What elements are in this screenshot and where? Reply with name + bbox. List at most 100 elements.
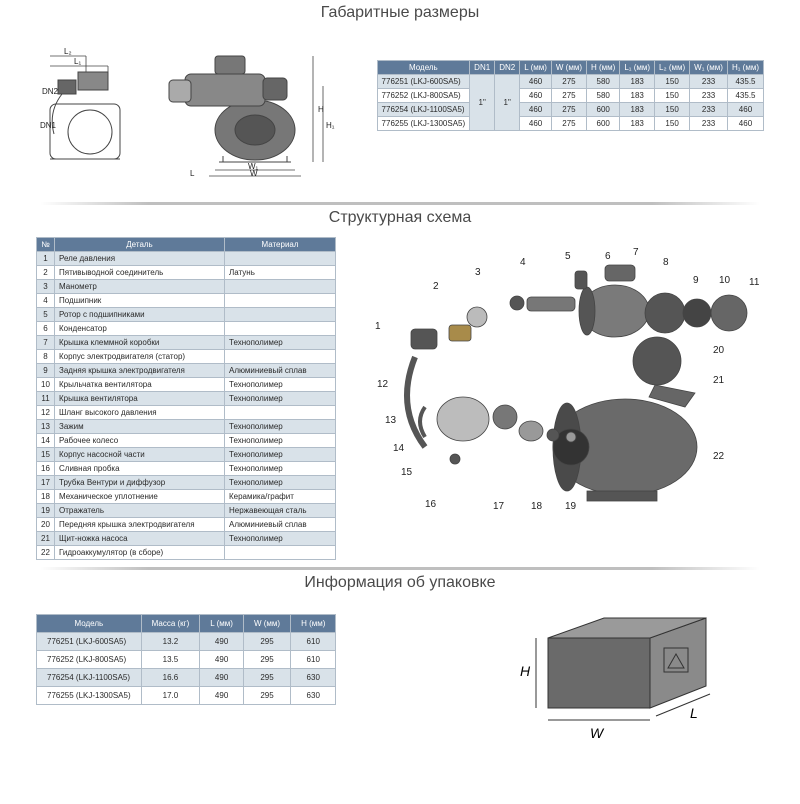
dimensions-table: МодельDN1DN2L (мм)W (мм)H (мм)L₁ (мм)L₂ … <box>377 60 764 131</box>
table-cell: 490 <box>200 651 244 669</box>
table-cell: 460 <box>727 117 763 131</box>
table-cell: 490 <box>200 669 244 687</box>
table-cell: 13.2 <box>141 633 200 651</box>
table-row: 20Передняя крышка электродвигателяАлюмин… <box>37 518 336 532</box>
table-cell: 13 <box>37 420 55 434</box>
table-cell: Керамика/графит <box>225 490 336 504</box>
table-cell: 2 <box>37 266 55 280</box>
table-cell: 233 <box>690 103 728 117</box>
table-cell: 15 <box>37 448 55 462</box>
table-row: 9Задняя крышка электродвигателяАлюминиев… <box>37 364 336 378</box>
table-cell: Механическое уплотнение <box>55 490 225 504</box>
col-header: L (мм) <box>200 615 244 633</box>
divider <box>40 202 760 205</box>
table-cell: Латунь <box>225 266 336 280</box>
callout-number: 5 <box>565 251 571 262</box>
table-cell: Передняя крышка электродвигателя <box>55 518 225 532</box>
table-cell: Ротор с подшипниками <box>55 308 225 322</box>
table-cell: Технополимер <box>225 392 336 406</box>
table-row: 6Конденсатор <box>37 322 336 336</box>
table-cell: 3 <box>37 280 55 294</box>
col-header: Модель <box>37 615 142 633</box>
section-packaging: Информация об упаковке МодельМасса (кг)L… <box>0 574 800 774</box>
table-cell: Технополимер <box>225 434 336 448</box>
table-cell: 11 <box>37 392 55 406</box>
table-cell: Крыльчатка вентилятора <box>55 378 225 392</box>
table-cell: Зажим <box>55 420 225 434</box>
table-cell: Сливная пробка <box>55 462 225 476</box>
section-structure: Структурная схема №ДетальМатериал 1Реле … <box>0 209 800 559</box>
dim-L: L <box>190 169 195 178</box>
table-cell: 6 <box>37 322 55 336</box>
callout-number: 15 <box>401 467 412 478</box>
table-cell: 275 <box>551 89 586 103</box>
table-cell: Щит-ножка насоса <box>55 532 225 546</box>
table-cell: Крышка клеммной коробки <box>55 336 225 350</box>
table-cell <box>225 308 336 322</box>
table-cell: 18 <box>37 490 55 504</box>
table-cell: Рабочее колесо <box>55 434 225 448</box>
table-row: 7Крышка клеммной коробкиТехнополимер <box>37 336 336 350</box>
table-cell <box>225 252 336 266</box>
table-cell: Гидроаккумулятор (в сборе) <box>55 546 225 560</box>
table-cell: 12 <box>37 406 55 420</box>
table-cell: 183 <box>620 75 655 89</box>
table-cell <box>225 294 336 308</box>
table-cell: 435.5 <box>727 89 763 103</box>
table-cell: 600 <box>587 117 620 131</box>
table-cell <box>225 350 336 364</box>
col-header: Материал <box>225 238 336 252</box>
callout-number: 8 <box>663 257 669 268</box>
table-cell: 580 <box>587 75 620 89</box>
table-cell: 1" <box>470 75 495 131</box>
callout-number: 2 <box>433 281 439 292</box>
table-cell <box>225 280 336 294</box>
table-cell: 776252 (LKJ-800SA5) <box>377 89 470 103</box>
col-header: № <box>37 238 55 252</box>
table-cell: Конденсатор <box>55 322 225 336</box>
table-cell: 19 <box>37 504 55 518</box>
table-row: 776251 (LKJ-600SA5)13.2490295610 <box>37 633 336 651</box>
table-cell: 610 <box>291 651 336 669</box>
callout-number: 17 <box>493 501 504 512</box>
table-row: 13ЗажимТехнополимер <box>37 420 336 434</box>
col-header: Деталь <box>55 238 225 252</box>
table-cell: Манометр <box>55 280 225 294</box>
table-row: 776252 (LKJ-800SA5)13.5490295610 <box>37 651 336 669</box>
dim-dn2: DN2 <box>42 87 59 96</box>
table-cell: 233 <box>690 117 728 131</box>
table-cell: 9 <box>37 364 55 378</box>
table-cell: 776255 (LKJ-1300SA5) <box>37 687 142 705</box>
table-cell <box>225 406 336 420</box>
table-cell: 460 <box>727 103 763 117</box>
table-row: 11Крышка вентилятораТехнополимер <box>37 392 336 406</box>
table-cell: 10 <box>37 378 55 392</box>
callout-number: 20 <box>713 345 724 356</box>
table-cell: 295 <box>243 687 290 705</box>
callout-number: 13 <box>385 415 396 426</box>
table-cell: 776251 (LKJ-600SA5) <box>377 75 470 89</box>
callout-number: 22 <box>713 451 724 462</box>
table-cell: Корпус электродвигателя (статор) <box>55 350 225 364</box>
table-cell: Пятивыводной соединитель <box>55 266 225 280</box>
callout-number: 6 <box>605 251 611 262</box>
table-cell: 490 <box>200 633 244 651</box>
table-cell: 610 <box>291 633 336 651</box>
dim-dn1: DN1 <box>40 121 57 130</box>
callout-number: 19 <box>565 501 576 512</box>
divider <box>40 567 760 570</box>
table-cell: 275 <box>551 75 586 89</box>
table-cell: 1" <box>495 75 520 131</box>
table-cell: 630 <box>291 669 336 687</box>
table-cell: 17.0 <box>141 687 200 705</box>
callout-number: 16 <box>425 499 436 510</box>
table-cell: Реле давления <box>55 252 225 266</box>
dim-W: W <box>250 169 258 178</box>
table-row: 776255 (LKJ-1300SA5)17.0490295630 <box>37 687 336 705</box>
table-cell: 7 <box>37 336 55 350</box>
table-cell: 295 <box>243 669 290 687</box>
table-cell: 150 <box>655 103 690 117</box>
table-cell: 580 <box>587 89 620 103</box>
table-row: 21Щит-ножка насосаТехнополимер <box>37 532 336 546</box>
callout-number: 10 <box>719 275 730 286</box>
